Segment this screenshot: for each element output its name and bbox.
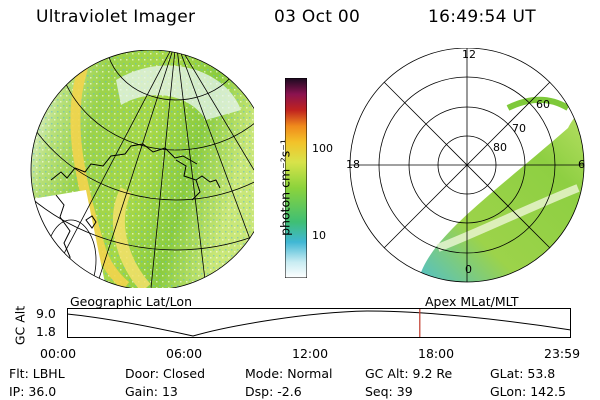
status-gain: Gain: 13 (125, 384, 178, 399)
colorbar-tick-100: 100 (312, 142, 333, 155)
status-seq: Seq: 39 (365, 384, 413, 399)
timeline-xtick-2359: 23:59 (544, 346, 581, 361)
status-gc-alt: GC Alt: 9.2 Re (365, 366, 453, 381)
status-glat: GLat: 53.8 (490, 366, 556, 381)
colorbar-unit-label: photon cm⁻²s⁻¹ (277, 139, 293, 236)
mlat-label-80: 80 (493, 141, 507, 154)
geographic-uv-image (30, 50, 254, 288)
polar-panel-caption: Apex MLat/MLT (425, 294, 519, 309)
status-filter: Flt: LBHL (9, 366, 65, 381)
altitude-timeline-plot[interactable] (67, 308, 571, 338)
mlat-label-70: 70 (512, 122, 526, 135)
mlt-label-12: 12 (462, 48, 476, 61)
timeline-xtick-0600: 06:00 (166, 346, 203, 361)
geo-panel-caption: Geographic Lat/Lon (70, 294, 192, 309)
image-date: 03 Oct 00 (274, 7, 361, 27)
status-dsp: Dsp: -2.6 (245, 384, 302, 399)
altitude-ylabel: GC Alt (12, 305, 28, 346)
altitude-ytick-max: 9.0 (36, 306, 56, 321)
polar-uv-image (349, 48, 585, 283)
app-title: Ultraviolet Imager (36, 7, 196, 27)
status-door: Door: Closed (125, 366, 206, 381)
mlt-label-6: 6 (578, 158, 585, 171)
timeline-xtick-1200: 12:00 (292, 346, 329, 361)
timeline-xtick-0000: 00:00 (40, 346, 77, 361)
altitude-ytick-min: 1.8 (36, 324, 56, 339)
status-ip: IP: 36.0 (9, 384, 57, 399)
mlt-label-18: 18 (346, 158, 360, 171)
status-glon: GLon: 142.5 (490, 384, 566, 399)
intensity-colorbar (285, 78, 307, 278)
timeline-xtick-1800: 18:00 (418, 346, 455, 361)
colorbar-tick-10: 10 (312, 229, 326, 242)
mlt-label-0: 0 (465, 263, 472, 276)
status-mode: Mode: Normal (245, 366, 333, 381)
image-time: 16:49:54 UT (428, 7, 536, 27)
mlat-label-60: 60 (536, 98, 550, 111)
